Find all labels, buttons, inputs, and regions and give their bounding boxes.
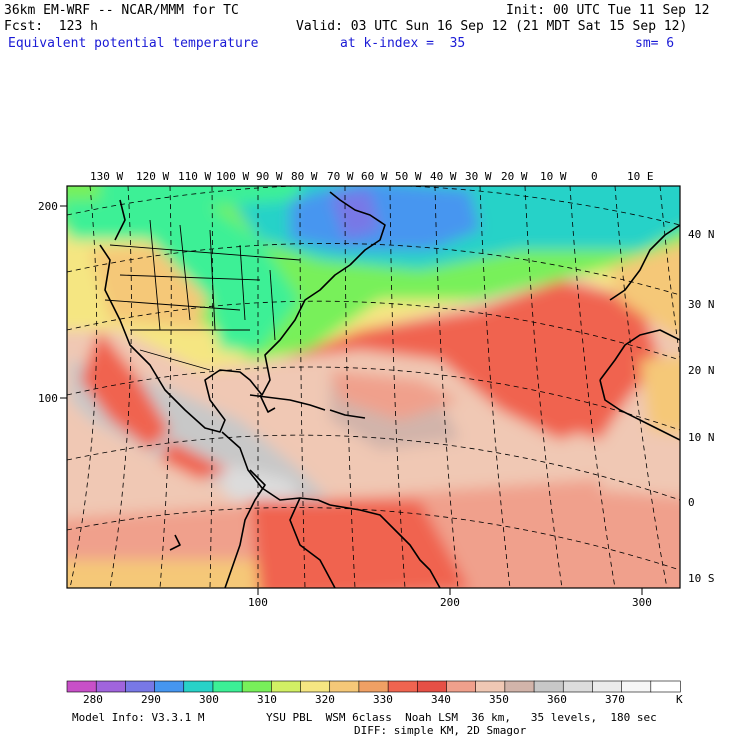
legend-label: 290 [141, 693, 161, 706]
lon-label: 130 W [90, 170, 123, 183]
legend-swatch [592, 680, 623, 693]
valid-time: Valid: 03 UTC Sun 16 Sep 12 (21 MDT Sat … [296, 19, 688, 34]
lat-label: 10 N [688, 431, 715, 444]
lon-label: 60 W [361, 170, 388, 183]
forecast-hour: Fcst: 123 h [4, 19, 98, 34]
legend-label: 360 [547, 693, 567, 706]
legend-swatch [271, 680, 302, 693]
grid-x-label: 100 [248, 596, 268, 609]
legend-swatch [66, 680, 97, 693]
legend-swatch [183, 680, 214, 693]
legend-swatch [212, 680, 243, 693]
legend-swatch [650, 680, 681, 693]
color-legend [66, 680, 681, 693]
legend-swatch [358, 680, 389, 693]
smoothing-info: sm= 6 [635, 36, 675, 51]
legend-label: 330 [373, 693, 393, 706]
borders [104, 219, 301, 371]
legend-label: 310 [257, 693, 277, 706]
lon-label: 10 W [540, 170, 567, 183]
model-info: Model Info: V3.3.1 M [72, 711, 205, 724]
lon-label: 40 W [430, 170, 457, 183]
legend-swatch [125, 680, 156, 693]
legend-swatch [300, 680, 331, 693]
init-time: Init: 00 UTC Tue 11 Sep 12 [506, 3, 710, 18]
lon-label: 120 W [136, 170, 169, 183]
grid-lines [67, 186, 680, 588]
field-name: Equivalent potential temperature [8, 36, 259, 51]
legend-swatch [241, 680, 272, 693]
physics-info: YSU PBL WSM 6class Noah LSM 36 km, 35 le… [266, 711, 657, 724]
legend-swatch [446, 680, 477, 693]
model-title: 36km EM-WRF -- NCAR/MMM for TC [4, 3, 239, 18]
legend-swatch [154, 680, 185, 693]
lon-label: 80 W [291, 170, 318, 183]
map-frame [66, 185, 681, 589]
legend-label: 340 [431, 693, 451, 706]
legend-swatch [621, 680, 652, 693]
lon-label: 50 W [395, 170, 422, 183]
lat-label: 0 [688, 496, 695, 509]
lon-label: 20 W [501, 170, 528, 183]
lon-label: 100 W [216, 170, 249, 183]
legend-label: 300 [199, 693, 219, 706]
lon-label: 90 W [256, 170, 283, 183]
frame-ticks [60, 205, 643, 595]
grid-y-label: 200 [38, 200, 58, 213]
level-info: at k-index = 35 [340, 36, 466, 51]
legend-swatch [95, 680, 126, 693]
grid-x-label: 300 [632, 596, 652, 609]
legend-label: 370 [605, 693, 625, 706]
lat-label: 30 N [688, 298, 715, 311]
lon-label: 110 W [178, 170, 211, 183]
legend-label: 320 [315, 693, 335, 706]
lon-label: 10 E [627, 170, 654, 183]
lon-label: 30 W [465, 170, 492, 183]
legend-swatch [533, 680, 564, 693]
coastlines [99, 191, 680, 588]
legend-swatch [504, 680, 535, 693]
temperature-field [67, 186, 680, 588]
legend-unit: K [676, 693, 683, 706]
lat-label: 20 N [688, 364, 715, 377]
legend-swatch [329, 680, 360, 693]
diffusion-info: DIFF: simple KM, 2D Smagor [354, 724, 527, 737]
legend-label: 280 [83, 693, 103, 706]
lon-label: 0 [591, 170, 598, 183]
legend-label: 350 [489, 693, 509, 706]
legend-swatch [562, 680, 594, 693]
legend-swatch [387, 680, 418, 693]
lat-label: 40 N [688, 228, 715, 241]
lat-label: 10 S [688, 572, 715, 585]
grid-x-label: 200 [440, 596, 460, 609]
legend-swatch [475, 680, 506, 693]
legend-swatch [416, 680, 448, 693]
grid-y-label: 100 [38, 392, 58, 405]
lon-label: 70 W [327, 170, 354, 183]
